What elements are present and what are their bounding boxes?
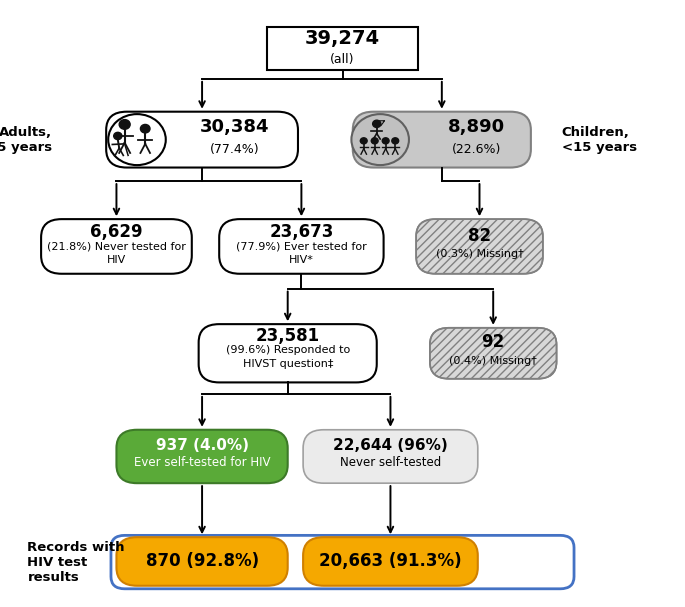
FancyBboxPatch shape [416, 219, 543, 274]
Text: (21.8%) Never tested for: (21.8%) Never tested for [47, 242, 186, 251]
FancyBboxPatch shape [303, 430, 478, 483]
Text: 23,581: 23,581 [256, 327, 320, 345]
Text: (77.9%) Ever tested for: (77.9%) Ever tested for [236, 242, 366, 251]
Text: (0.4%) Missing†: (0.4%) Missing† [449, 356, 537, 365]
FancyBboxPatch shape [116, 537, 288, 586]
Text: 22,644 (96%): 22,644 (96%) [333, 438, 448, 453]
Text: Adults,
≥15 years: Adults, ≥15 years [0, 126, 52, 154]
Circle shape [114, 132, 122, 140]
Circle shape [351, 114, 409, 165]
Text: 8,890: 8,890 [447, 118, 505, 137]
Circle shape [373, 120, 381, 127]
FancyBboxPatch shape [106, 112, 298, 168]
Circle shape [108, 114, 166, 165]
FancyBboxPatch shape [353, 112, 531, 168]
Text: (22.6%): (22.6%) [451, 143, 501, 157]
Text: Children,
<15 years: Children, <15 years [562, 126, 637, 154]
Text: 20,663 (91.3%): 20,663 (91.3%) [319, 552, 462, 571]
Circle shape [140, 124, 150, 133]
FancyBboxPatch shape [267, 27, 418, 70]
Text: 23,673: 23,673 [269, 223, 334, 242]
Text: Ever self-tested for HIV: Ever self-tested for HIV [134, 456, 271, 469]
FancyBboxPatch shape [41, 219, 192, 274]
FancyBboxPatch shape [219, 219, 384, 274]
Circle shape [382, 138, 389, 144]
Text: 92: 92 [482, 333, 505, 351]
Text: (99.6%) Responded to: (99.6%) Responded to [225, 345, 350, 355]
Text: 937 (4.0%): 937 (4.0%) [155, 438, 249, 453]
Text: Records with
HIV test
results: Records with HIV test results [27, 541, 125, 584]
Text: 39,274: 39,274 [305, 29, 380, 49]
FancyBboxPatch shape [430, 328, 556, 379]
Text: 6,629: 6,629 [90, 223, 142, 242]
Text: 82: 82 [468, 226, 491, 245]
FancyBboxPatch shape [199, 324, 377, 382]
Text: 30,384: 30,384 [200, 118, 270, 137]
Text: (77.4%): (77.4%) [210, 143, 260, 157]
Text: HIV*: HIV* [289, 255, 314, 265]
Text: HIVST question‡: HIVST question‡ [242, 359, 333, 369]
Text: Never self-tested: Never self-tested [340, 456, 441, 469]
Text: 870 (92.8%): 870 (92.8%) [145, 552, 259, 571]
FancyBboxPatch shape [303, 537, 478, 586]
Circle shape [360, 138, 367, 144]
Text: HIV: HIV [107, 255, 126, 265]
Circle shape [119, 120, 130, 129]
FancyBboxPatch shape [116, 430, 288, 483]
Circle shape [371, 138, 378, 144]
Text: (all): (all) [330, 53, 355, 66]
Text: (0.3%) Missing†: (0.3%) Missing† [436, 249, 523, 259]
Circle shape [392, 138, 399, 144]
